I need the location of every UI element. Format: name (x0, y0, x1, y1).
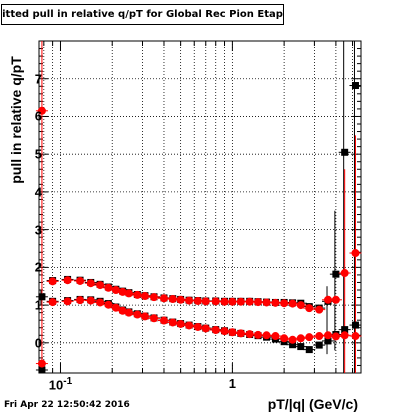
data-point (211, 297, 220, 306)
data-point (271, 298, 280, 307)
data-point (140, 292, 149, 301)
data-point (37, 359, 46, 368)
data-point (201, 324, 210, 333)
data-point (280, 299, 289, 308)
data-point (228, 328, 237, 337)
data-point (297, 343, 305, 351)
y-tick-label: 7 (34, 71, 42, 87)
data-point (236, 329, 245, 338)
data-point (104, 283, 113, 292)
y-tick-label: 2 (34, 259, 42, 275)
data-point (86, 296, 95, 305)
y-tick-label: 5 (34, 146, 42, 162)
data-point (76, 296, 85, 305)
data-point (133, 310, 142, 319)
data-point (168, 295, 177, 304)
timestamp-footer: Fri Apr 22 12:50:42 2016 (4, 400, 130, 410)
data-point (245, 297, 254, 306)
data-point (305, 304, 314, 313)
data-point (185, 296, 194, 305)
data-point (351, 332, 360, 341)
data-point (124, 289, 133, 298)
data-point (289, 341, 297, 349)
data-point (296, 301, 305, 310)
data-point (48, 298, 57, 307)
y-tick-label: 4 (34, 184, 42, 200)
data-point (201, 297, 210, 306)
data-point (254, 330, 263, 339)
data-point (340, 269, 349, 278)
data-point (331, 295, 340, 304)
data-point (341, 148, 349, 156)
data-point (176, 319, 185, 328)
data-point (193, 322, 202, 331)
x-axis-label: pT/|q| (GeV/c) (267, 396, 358, 412)
data-point (111, 303, 120, 312)
data-point (351, 249, 360, 258)
data-point (315, 341, 323, 349)
data-point (324, 337, 332, 345)
data-point (185, 321, 194, 330)
data-point (236, 297, 245, 306)
data-point (96, 298, 105, 307)
data-point (124, 308, 133, 317)
x-tick-label: 1 (228, 376, 236, 391)
x-tick-label: 10-1 (48, 376, 73, 393)
data-point (296, 334, 305, 343)
data-point (280, 334, 289, 343)
data-point (351, 321, 359, 329)
data-point (140, 312, 149, 321)
data-point (211, 325, 220, 334)
data-point (324, 331, 333, 340)
data-point (63, 276, 72, 285)
data-point (228, 297, 237, 306)
data-point (332, 270, 340, 278)
data-point (96, 281, 105, 290)
data-point (288, 299, 297, 308)
data-point (331, 332, 340, 341)
data-point (111, 286, 120, 294)
data-point (133, 290, 142, 299)
data-point (176, 295, 185, 304)
data-point (150, 293, 159, 302)
y-axis-label: pull in relative q/pT (8, 56, 24, 184)
data-point (38, 366, 46, 374)
y-tick-label: 6 (34, 108, 42, 124)
data-point (220, 327, 229, 336)
y-tick-label: 1 (34, 297, 42, 313)
data-point (262, 331, 271, 340)
data-point (324, 295, 333, 304)
data-point (220, 297, 229, 306)
data-point (271, 332, 280, 341)
data-point (341, 326, 349, 334)
data-point (104, 300, 113, 309)
data-point (305, 333, 314, 342)
chart-title: Fitted pull in relative q/pT for Global … (1, 4, 284, 25)
data-point (315, 305, 324, 314)
data-point (288, 335, 297, 344)
data-point (193, 296, 202, 305)
data-point (86, 279, 95, 288)
data-point (38, 293, 46, 301)
y-tick-label: 3 (34, 222, 42, 238)
data-point (315, 332, 324, 341)
data-point (340, 331, 349, 340)
data-point (48, 277, 57, 286)
data-point (159, 316, 168, 325)
data-point (159, 294, 168, 303)
data-point (262, 298, 271, 307)
data-point (168, 318, 177, 327)
data-point (150, 314, 159, 323)
data-point (351, 82, 359, 90)
y-tick-label: 0 (34, 335, 42, 351)
data-point (245, 330, 254, 339)
data-point (254, 298, 263, 307)
data-point (76, 276, 85, 285)
data-point (37, 106, 46, 115)
data-point (305, 346, 313, 354)
data-point (63, 297, 72, 306)
